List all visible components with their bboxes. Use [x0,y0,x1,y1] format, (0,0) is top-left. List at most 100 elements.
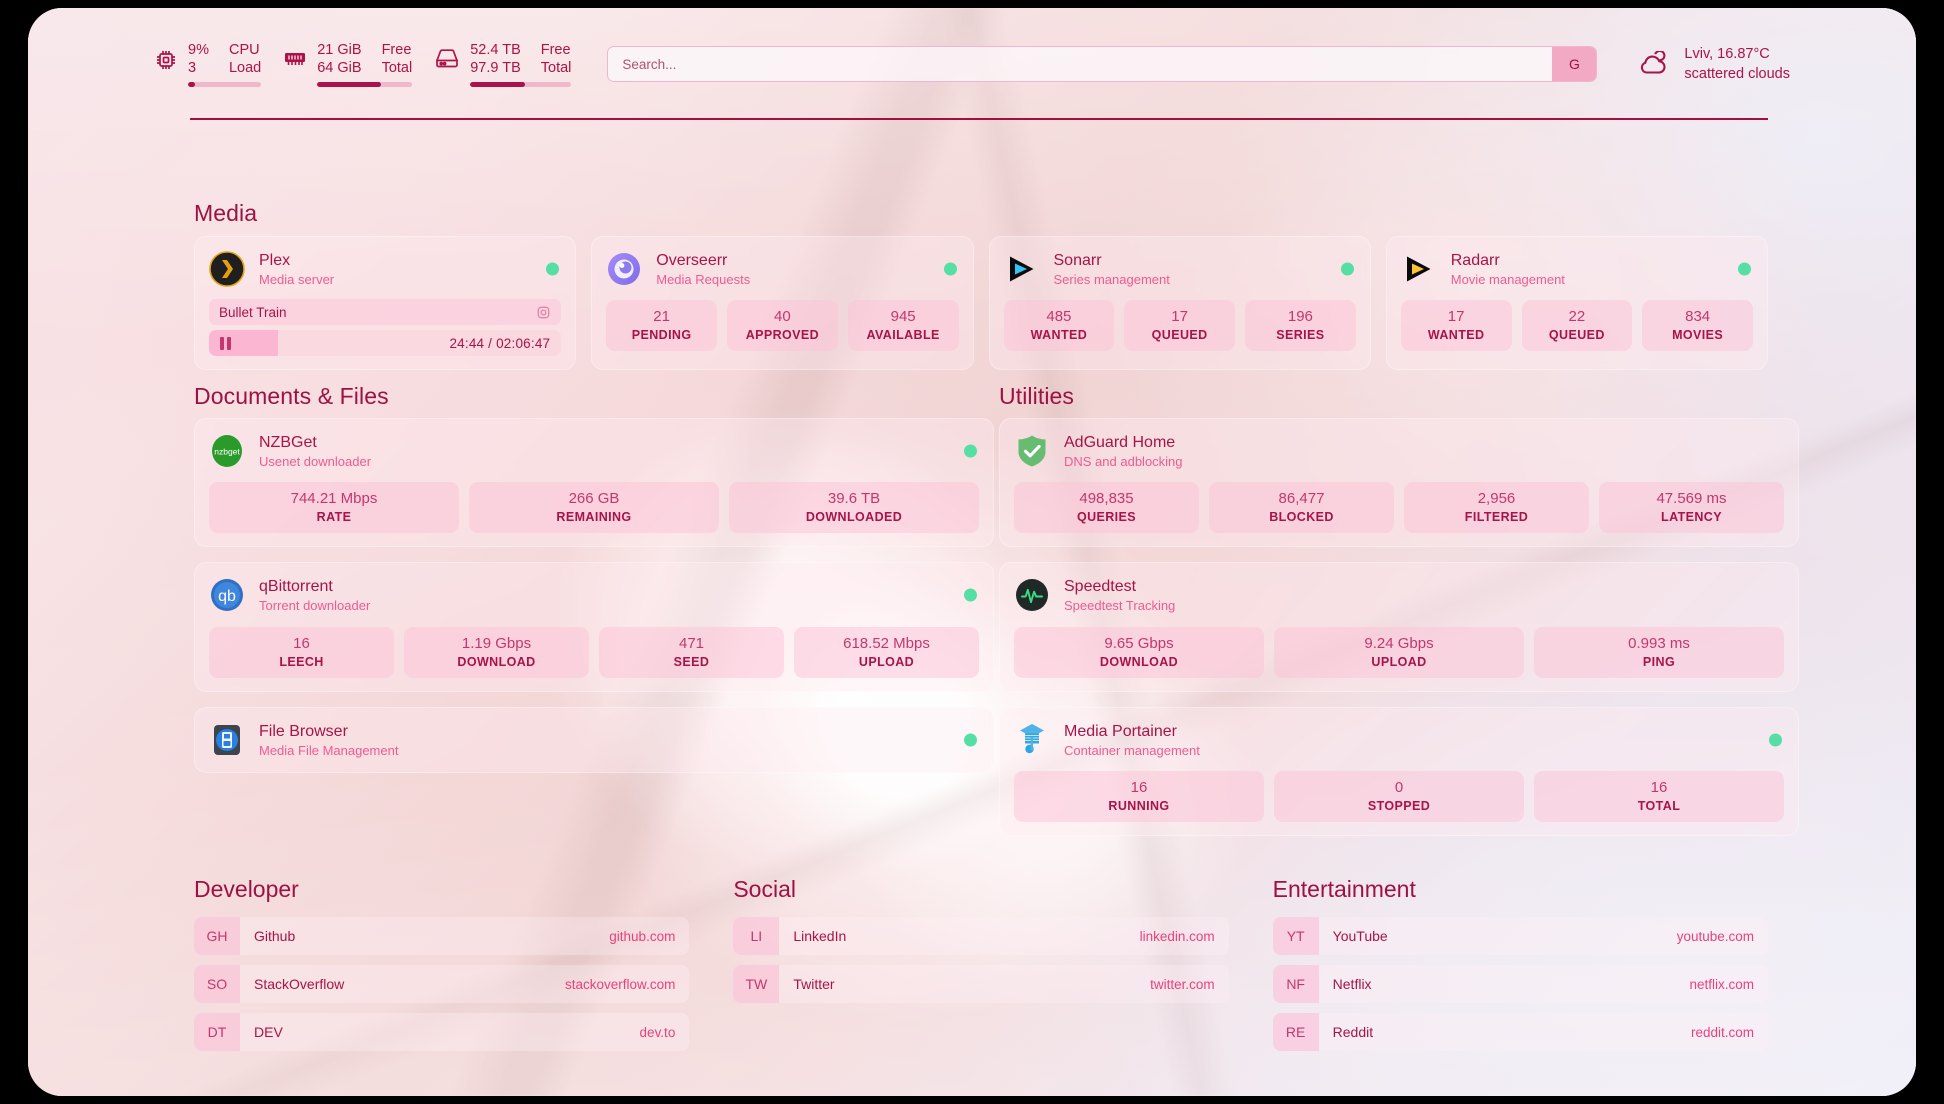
background-haze [28,8,1916,1096]
playback-time: 24:44 / 02:06:47 [449,335,551,351]
stat-tiles: 21 PENDING 40 APPROVED 945 AVAILABLE [606,300,959,352]
stat-tile-label: APPROVED [745,328,820,343]
pause-icon[interactable] [220,336,231,350]
stat-tile: 266 GB REMAINING [469,482,719,534]
header-divider [190,118,1768,120]
portainer-icon [1014,722,1050,758]
stat-tile-label: FILTERED [1464,510,1529,525]
app-subtitle: DNS and adblocking [1064,454,1183,470]
bookmark-item[interactable]: YT YouTube youtube.com [1272,917,1768,955]
stat-tile-value: 40 [774,308,791,326]
stat-tiles: 16 LEECH 1.19 Gbps DOWNLOAD 471 SEED 618.52 Mb… [209,626,979,678]
stat-tile-label: SERIES [1276,328,1325,343]
status-indicator-online [1769,733,1782,747]
bookmark-abbr: YT [1272,917,1319,955]
app-card-plex[interactable]: Plex Media server Bullet Train 24:44 / 02:0… [194,236,577,371]
bookmark-item[interactable]: NF Netflix netflix.com [1272,965,1768,1003]
search-engine-button[interactable]: G [1552,47,1597,81]
bookmark-url: linkedin.com [1139,928,1215,944]
qbittorrent-icon: qb [209,577,245,613]
stat-tile: 471 SEED [599,626,784,678]
bookmark-item[interactable]: TW Twitter twitter.com [733,965,1229,1003]
stat-tiles: 498,835 QUERIES 86,477 BLOCKED 2,956 FILTERED… [1014,482,1784,534]
cpu-usage-value: 9% [188,41,209,58]
stat-tile-label: STOPPED [1367,798,1431,813]
app-card-media-portainer[interactable]: Media Portainer Container management 16 RUN… [999,706,1799,836]
stat-tile: 21 PENDING [606,300,717,352]
app-card-header: Radarr Movie management [1401,250,1753,288]
stat-tile-label: AVAILABLE [866,328,940,343]
stat-tile-label: LEECH [279,654,324,669]
app-card-qbittorrent[interactable]: qb qBittorrent Torrent downloader 16 LEECH 1.… [194,562,994,692]
bookmark-name: Twitter [793,976,835,992]
background-branches [28,8,1916,1096]
bookmark-item[interactable]: RE Reddit reddit.com [1272,1013,1768,1051]
stat-tile: 498,835 QUERIES [1014,482,1199,534]
stat-tile: 22 QUEUED [1521,300,1633,352]
nzbget-icon: nzbget [209,433,245,469]
disk-total-value: 97.9 TB [470,60,521,76]
search-engine-label: G [1568,56,1580,72]
stat-tile-value: 39.6 TB [827,490,881,508]
app-card-sonarr[interactable]: Sonarr Series management 485 WANTED 17 QUEUED… [988,236,1371,371]
section-title-media: Media [194,200,258,226]
app-subtitle: Speedtest Tracking [1064,598,1176,614]
weather-widget[interactable]: Lviv, 16.87°C scattered clouds [1633,44,1790,84]
section-title-utilities: Utilities [999,383,1075,409]
bookmark-url: netflix.com [1689,976,1754,992]
status-indicator-online [1340,262,1354,276]
app-card-radarr[interactable]: Radarr Movie management 17 WANTED 22 QUEUED 83… [1385,236,1768,371]
memory-stat: 21 GiB 64 GiB Free Total [283,41,413,88]
speedtest-icon [1014,577,1050,613]
bookmark-abbr: NF [1272,965,1319,1003]
stat-tile: 744.21 Mbps RATE [209,482,459,534]
app-card-speedtest[interactable]: Speedtest Speedtest Tracking 9.65 Gbps DOWN… [999,562,1799,692]
search-bar[interactable]: G [607,46,1598,82]
cpu-usage-bar [188,82,262,88]
bookmark-item[interactable]: SO StackOverflow stackoverflow.com [194,965,690,1003]
stat-tile-value: 9.24 Gbps [1364,634,1434,652]
app-subtitle: Container management [1064,742,1200,758]
bookmark-item[interactable]: GH Github github.com [194,917,690,955]
search-input[interactable] [608,56,1553,72]
bookmark-abbr: RE [1272,1013,1319,1051]
status-indicator-online [964,444,977,458]
documents-section: nzbget NZBGet Usenet downloader 744.21 Mbps… [194,418,994,773]
app-card-header: Sonarr Series management [1004,250,1356,288]
stat-tile-label: QUEUED [1151,328,1208,343]
app-card-overseerr[interactable]: Overseerr Media Requests 21 PENDING 40 APPROV… [591,236,974,371]
app-card-nzbget[interactable]: nzbget NZBGet Usenet downloader 744.21 Mbps… [194,418,994,548]
app-card-adguard-home[interactable]: AdGuard Home DNS and adblocking 498,835 QUE… [999,418,1799,548]
stat-tile-value: 266 GB [568,490,620,508]
stat-tile-value: 21 [653,308,670,326]
bookmark-name: DEV [254,1024,283,1040]
stat-tile-value: 0.993 ms [1628,634,1690,652]
now-playing-bar: Bullet Train [209,299,562,326]
stat-tile: 16 TOTAL [1534,770,1784,822]
stat-tile: 16 LEECH [209,626,394,678]
stat-tile-label: QUEUED [1548,328,1605,343]
playback-controls[interactable]: 24:44 / 02:06:47 [209,330,562,357]
stat-tile-value: 2,956 [1477,490,1516,508]
bookmark-item[interactable]: DT DEV dev.to [194,1013,690,1051]
disk-label-bottom: Total [540,60,572,76]
stat-tile: 0.993 ms PING [1534,626,1784,678]
disk-icon [434,41,460,68]
stat-tile-label: DOWNLOAD [1099,654,1179,669]
stat-tile: 945 AVAILABLE [847,300,959,352]
adguard-icon [1014,433,1050,469]
app-name: File Browser [259,722,348,740]
overseerr-icon [606,251,642,287]
bookmark-url: stackoverflow.com [565,976,676,992]
stat-tile-value: 196 [1287,308,1313,326]
app-card-file-browser[interactable]: File Browser Media File Management [194,706,994,773]
stat-tile-label: SEED [673,654,710,669]
stat-tile: 9.65 Gbps DOWNLOAD [1014,626,1264,678]
stat-tile-value: 86,477 [1278,490,1325,508]
bookmark-item[interactable]: LI LinkedIn linkedin.com [733,917,1229,955]
stat-tile-value: 16 [1650,778,1668,796]
stat-tile-value: 945 [890,308,916,326]
stat-tiles: 9.65 Gbps DOWNLOAD 9.24 Gbps UPLOAD 0.993 ms… [1014,626,1784,678]
dashboard-window: 9% 3 CPU Load [28,8,1916,1096]
bookmark-name: LinkedIn [793,928,847,944]
